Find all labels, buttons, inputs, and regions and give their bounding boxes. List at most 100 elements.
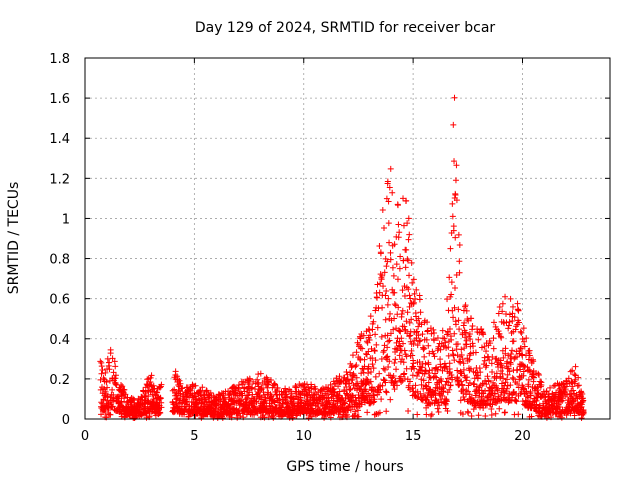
- data-point: [410, 340, 417, 347]
- data-point: [387, 396, 394, 403]
- data-point: [389, 264, 396, 271]
- data-point: [397, 253, 404, 260]
- data-point: [395, 221, 402, 228]
- data-point: [454, 340, 461, 347]
- data-point: [118, 398, 125, 405]
- data-point: [372, 331, 379, 338]
- data-point: [477, 369, 484, 376]
- data-point: [466, 367, 473, 374]
- data-point: [118, 382, 125, 389]
- data-point: [475, 372, 482, 379]
- data-point: [368, 345, 375, 352]
- data-point: [578, 389, 585, 396]
- data-point: [509, 347, 516, 354]
- data-point: [495, 363, 502, 370]
- data-point: [237, 413, 244, 420]
- data-point: [315, 403, 322, 410]
- data-point: [417, 390, 424, 397]
- data-point: [395, 234, 402, 241]
- data-point: [357, 335, 364, 342]
- data-point: [303, 398, 310, 405]
- data-point: [327, 381, 334, 388]
- data-point: [373, 341, 380, 348]
- data-point: [556, 385, 563, 392]
- y-tick-label: 1.6: [49, 92, 70, 107]
- data-point: [219, 414, 226, 421]
- data-point: [411, 391, 418, 398]
- data-point: [575, 382, 582, 389]
- data-point: [434, 347, 441, 354]
- data-point: [439, 327, 446, 334]
- data-point: [445, 329, 452, 336]
- data-point: [286, 405, 293, 412]
- data-point: [465, 382, 472, 389]
- data-point: [515, 411, 522, 418]
- data-point: [409, 352, 416, 359]
- data-point: [406, 319, 413, 326]
- data-point: [387, 256, 394, 263]
- data-point: [109, 355, 116, 362]
- data-point: [172, 389, 179, 396]
- data-point: [228, 395, 235, 402]
- data-point: [305, 384, 312, 391]
- data-point: [376, 370, 383, 377]
- y-tick-label: 1.8: [49, 52, 70, 67]
- data-point: [496, 304, 503, 311]
- data-point: [121, 386, 128, 393]
- data-point: [580, 397, 587, 404]
- data-point: [269, 413, 276, 420]
- data-point: [107, 350, 114, 357]
- data-point: [102, 369, 109, 376]
- y-tick-label: 1: [62, 212, 70, 227]
- data-point: [505, 322, 512, 329]
- data-point: [449, 376, 456, 383]
- data-point: [433, 397, 440, 404]
- data-point: [112, 363, 119, 370]
- data-point: [396, 327, 403, 334]
- data-point: [462, 302, 469, 309]
- data-point: [414, 395, 421, 402]
- data-point: [398, 335, 405, 342]
- data-point: [396, 338, 403, 345]
- data-point: [385, 363, 392, 370]
- data-point: [278, 403, 285, 410]
- data-point: [431, 337, 438, 344]
- data-point: [498, 334, 505, 341]
- data-point: [475, 412, 482, 419]
- data-point: [112, 381, 119, 388]
- data-point: [444, 408, 451, 415]
- data-point: [370, 399, 377, 406]
- data-point: [510, 376, 517, 383]
- data-point: [493, 399, 500, 406]
- data-point: [466, 391, 473, 398]
- data-point: [378, 396, 385, 403]
- data-point: [492, 323, 499, 330]
- data-point: [478, 387, 485, 394]
- data-point: [353, 374, 360, 381]
- data-point: [398, 378, 405, 385]
- data-point: [109, 403, 116, 410]
- data-point: [439, 384, 445, 391]
- data-point: [220, 395, 227, 402]
- data-point: [262, 397, 269, 404]
- data-point: [360, 332, 367, 339]
- data-point: [456, 269, 463, 276]
- data-point: [505, 325, 512, 332]
- data-point: [521, 343, 528, 350]
- data-point: [463, 377, 470, 384]
- data-point: [171, 386, 178, 393]
- data-point: [385, 198, 392, 205]
- data-point: [401, 347, 408, 354]
- data-point: [538, 379, 545, 386]
- data-point: [451, 330, 458, 337]
- data-point: [382, 354, 389, 361]
- data-point: [292, 382, 299, 389]
- data-point: [367, 332, 374, 339]
- data-point: [516, 319, 522, 326]
- data-point: [572, 363, 579, 370]
- data-point: [435, 408, 442, 415]
- data-point: [119, 383, 126, 390]
- data-point: [518, 329, 525, 336]
- data-point: [533, 397, 540, 404]
- data-point: [374, 281, 381, 288]
